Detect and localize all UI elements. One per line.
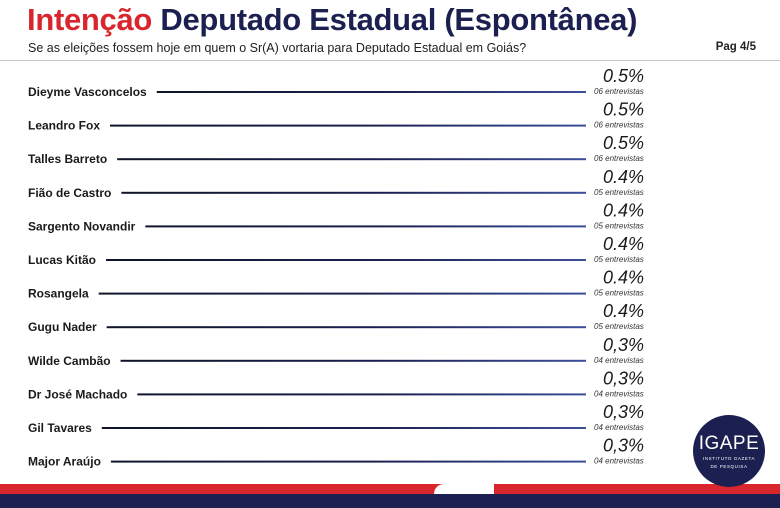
interview-count: 04 entrevistas bbox=[594, 389, 644, 398]
value-label: 0,3% bbox=[603, 402, 644, 422]
igape-logo: IGAPE INSTITUTO GAZETA DE PESQUISA bbox=[693, 415, 765, 487]
bar-line bbox=[106, 326, 586, 329]
interview-count: 04 entrevistas bbox=[594, 423, 644, 432]
bar-line bbox=[110, 124, 586, 127]
bar-line bbox=[106, 259, 586, 261]
value-label: 0.4% bbox=[603, 301, 644, 321]
title-main: Deputado Estadual (Espontânea) bbox=[160, 2, 638, 37]
interview-count: 04 entrevistas bbox=[594, 457, 644, 466]
interview-count: 06 entrevistas bbox=[594, 87, 644, 96]
bar-line bbox=[101, 427, 586, 429]
bar-line bbox=[156, 91, 586, 93]
interview-count: 05 entrevistas bbox=[594, 221, 644, 230]
bar-line bbox=[98, 292, 586, 295]
interview-count: 05 entrevistas bbox=[594, 255, 644, 264]
logo-subtitle-2: DE PESQUISA bbox=[710, 464, 748, 469]
bar-line bbox=[121, 191, 586, 194]
value-label: 0.4% bbox=[603, 234, 644, 254]
interview-count: 04 entrevistas bbox=[594, 356, 644, 365]
bar-line bbox=[110, 460, 586, 463]
value-label: 0.5% bbox=[603, 100, 644, 120]
interview-count: 06 entrevistas bbox=[594, 121, 644, 130]
candidate-label: Wilde Cambão bbox=[28, 354, 111, 368]
footer-notch bbox=[434, 484, 494, 494]
candidate-label: Rosangela bbox=[28, 287, 89, 301]
logo-name: IGAPE bbox=[698, 433, 760, 454]
candidate-label: Major Araújo bbox=[28, 455, 101, 469]
page-number: Pag 4/5 bbox=[715, 41, 756, 53]
value-label: 0,3% bbox=[603, 368, 644, 388]
title-highlight: Intenção bbox=[27, 2, 153, 37]
interview-count: 06 entrevistas bbox=[594, 154, 644, 163]
candidate-label: Dr José Machado bbox=[28, 387, 127, 401]
candidate-label: Dieyme Vasconcelos bbox=[28, 85, 147, 99]
bar-line bbox=[117, 158, 586, 161]
candidate-label: Gil Tavares bbox=[28, 421, 92, 435]
value-label: 0.5% bbox=[603, 133, 644, 153]
candidate-label: Talles Barreto bbox=[28, 152, 107, 166]
logo-subtitle-1: INSTITUTO GAZETA bbox=[702, 456, 756, 461]
candidate-label: Lucas Kitão bbox=[28, 253, 96, 267]
value-label: 0.4% bbox=[603, 200, 644, 220]
value-label: 0.4% bbox=[603, 167, 644, 187]
candidate-label: Fião de Castro bbox=[28, 186, 111, 200]
footer-navy-band bbox=[0, 494, 780, 508]
interview-count: 05 entrevistas bbox=[594, 188, 644, 197]
page-title: Intenção Deputado Estadual (Espontânea) bbox=[27, 2, 637, 38]
value-label: 0,3% bbox=[603, 335, 644, 355]
bar-line bbox=[120, 359, 586, 362]
bar-line bbox=[145, 225, 586, 228]
footer-red-band bbox=[0, 484, 780, 494]
value-label: 0.5% bbox=[603, 66, 644, 86]
interview-count: 05 entrevistas bbox=[594, 322, 644, 331]
candidate-label: Sargento Novandir bbox=[28, 219, 136, 233]
candidate-label: Leandro Fox bbox=[28, 119, 100, 133]
value-label: 0,3% bbox=[603, 436, 644, 456]
survey-question: Se as eleições fossem hoje em quem o Sr(… bbox=[28, 41, 527, 55]
header-divider bbox=[0, 60, 780, 61]
candidate-label: Gugu Nader bbox=[28, 320, 97, 334]
interview-count: 05 entrevistas bbox=[594, 289, 644, 298]
bar-line bbox=[137, 393, 586, 396]
value-label: 0.4% bbox=[603, 268, 644, 288]
